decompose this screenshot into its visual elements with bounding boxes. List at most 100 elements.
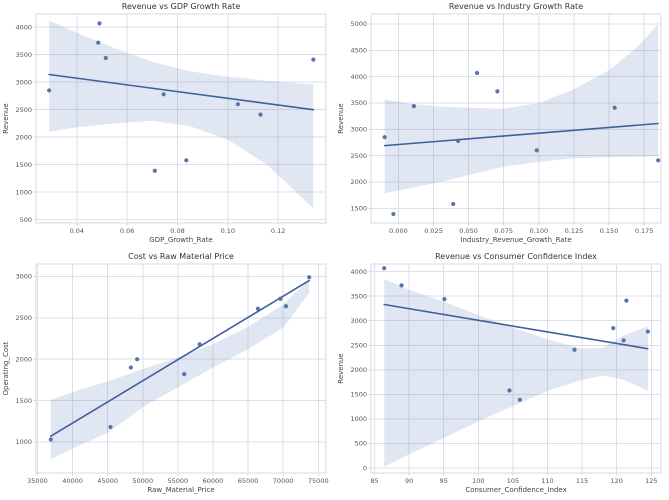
x-tick-label: 0.125 <box>564 227 583 235</box>
chart-title: Revenue vs Consumer Confidence Index <box>435 252 597 261</box>
confidence-band <box>50 279 310 460</box>
plot-area <box>370 13 661 224</box>
y-tick-label: 5000 <box>350 20 367 28</box>
x-tick-label: 0.10 <box>221 227 235 235</box>
y-tick-label: 3500 <box>15 51 32 59</box>
data-point <box>311 57 316 62</box>
y-tick-label: 3000 <box>15 78 32 86</box>
y-tick-label: 0 <box>362 464 366 472</box>
chart-revenue-vs-gdp-growth-rate: 0.04 0.06 0.08 0.10 0.12 500 1000 1500 2000 2500 3… <box>0 0 335 250</box>
data-point <box>655 158 660 163</box>
y-tick-label: 3500 <box>350 99 367 107</box>
regression-line <box>382 303 649 350</box>
y-tick-label: 1500 <box>350 391 367 399</box>
x-tick-label: 125 <box>645 477 657 485</box>
data-point <box>571 347 577 352</box>
x-tick-label: 0.04 <box>70 227 84 235</box>
x-tick-label: 110 <box>541 477 553 485</box>
chart-title: Cost vs Raw Material Price <box>128 252 234 261</box>
y-tick-label: 2500 <box>15 314 32 322</box>
data-point <box>390 211 395 217</box>
y-tick-label: 2000 <box>15 133 32 141</box>
x-tick-label: 50000 <box>132 477 153 485</box>
y-tick-label: 2500 <box>350 341 367 349</box>
x-tick-label: 0.175 <box>634 227 653 235</box>
plot-area <box>370 263 661 474</box>
data-point <box>450 201 455 207</box>
x-tick-label: 45000 <box>97 477 118 485</box>
data-point <box>506 388 512 393</box>
data-point <box>474 70 479 76</box>
y-tick-label: 4500 <box>350 47 367 55</box>
chart-title: Revenue vs GDP Growth Rate <box>122 2 241 11</box>
data-point <box>197 342 202 347</box>
data-point <box>152 168 157 173</box>
data-point <box>184 158 189 163</box>
data-point <box>128 365 133 370</box>
y-tick-label: 1000 <box>15 438 32 446</box>
regression-line <box>48 73 315 111</box>
y-axis-label: Revenue <box>2 103 10 133</box>
y-tick-label: 4000 <box>15 23 32 31</box>
chart-revenue-vs-industry-growth-rate: 0.000 0.025 0.050 0.075 0.100 0.125 0.150 0.175… <box>335 0 669 250</box>
y-axis-label: Revenue <box>337 103 345 133</box>
data-point <box>455 138 460 143</box>
y-tick-label: 4000 <box>350 268 367 276</box>
data-point <box>235 102 241 107</box>
data-point <box>612 105 617 110</box>
x-tick-label: 0.025 <box>424 227 443 235</box>
y-tick-label: 2000 <box>15 355 32 363</box>
confidence-band <box>383 279 648 467</box>
x-tick-label: 120 <box>610 477 622 485</box>
x-tick-label: 0.000 <box>389 227 408 235</box>
x-tick-label: 85 <box>370 477 378 485</box>
y-tick-label: 2500 <box>350 152 367 160</box>
y-tick-label: 1500 <box>350 204 367 212</box>
x-tick-label: 90 <box>404 477 412 485</box>
y-tick-label: 2000 <box>350 366 367 374</box>
data-point <box>307 275 312 280</box>
y-tick-label: 1500 <box>15 161 32 169</box>
y-tick-label: 3000 <box>350 125 367 133</box>
data-point <box>517 397 522 402</box>
data-point <box>398 283 404 288</box>
y-tick-label: 1500 <box>15 397 32 405</box>
x-axis-label: Raw_Material_Price <box>147 486 214 494</box>
data-point <box>494 89 500 94</box>
x-tick-label: 40000 <box>62 477 83 485</box>
x-tick-label: 0.075 <box>494 227 513 235</box>
x-tick-label: 0.150 <box>599 227 618 235</box>
chart-svg: 85 90 95 100 105 110 115 120 125 0 500 1000 1500 2000… <box>337 252 661 494</box>
x-tick-label: 0.12 <box>271 227 285 235</box>
y-tick-label: 500 <box>354 440 366 448</box>
x-tick-label: 35000 <box>27 477 48 485</box>
data-point <box>135 357 140 362</box>
regression-line <box>49 279 310 437</box>
data-point <box>610 325 615 331</box>
data-point <box>411 104 416 109</box>
x-tick-label: 0.050 <box>459 227 478 235</box>
x-axis-label: GDP_Growth_Rate <box>149 236 212 244</box>
data-point <box>645 329 650 334</box>
chart-title: Revenue vs Industry Growth Rate <box>448 2 582 11</box>
y-tick-label: 3500 <box>350 292 367 300</box>
x-tick-label: 95 <box>439 477 447 485</box>
y-tick-label: 1000 <box>15 188 32 196</box>
x-tick-label: 0.06 <box>120 227 134 235</box>
data-point <box>182 371 187 377</box>
chart-svg: 0.000 0.025 0.050 0.075 0.100 0.125 0.150 0.175… <box>337 2 661 244</box>
x-tick-label: 70000 <box>273 477 294 485</box>
data-point <box>381 266 386 271</box>
y-tick-label: 4000 <box>350 73 367 81</box>
confidence-band <box>49 20 314 209</box>
y-tick-label: 3000 <box>15 273 32 281</box>
chart-svg: 0.04 0.06 0.08 0.10 0.12 500 1000 1500 2000 2500 3… <box>2 2 327 244</box>
data-point <box>278 296 283 301</box>
y-tick-label: 500 <box>20 216 32 224</box>
y-tick-label: 2000 <box>350 178 367 186</box>
x-axis-label: Consumer_Confidence_Index <box>465 486 566 494</box>
y-axis-label: Revenue <box>337 353 345 383</box>
x-tick-label: 0.100 <box>529 227 548 235</box>
x-tick-label: 0.08 <box>170 227 184 235</box>
